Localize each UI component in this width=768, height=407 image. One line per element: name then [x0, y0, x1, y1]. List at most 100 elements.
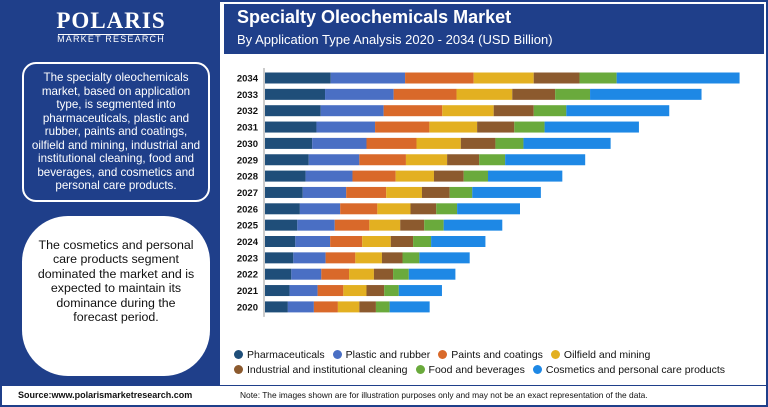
- bar-segment: [373, 268, 394, 280]
- bar-segment: [265, 105, 321, 117]
- source-text: Source:www.polarismarketresearch.com: [18, 390, 193, 400]
- bar-segment: [386, 186, 422, 198]
- bar-segment: [460, 137, 496, 149]
- bar-segment: [514, 121, 545, 133]
- bar-segment: [325, 252, 356, 264]
- chart-header: Specialty Oleochemicals Market By Applic…: [224, 4, 764, 54]
- y-tick-label: 2026: [237, 204, 258, 215]
- bar-segment: [416, 137, 461, 149]
- bar-segment: [337, 301, 360, 313]
- legend-swatch: [332, 350, 342, 359]
- legend-item: Oilfield and mining: [550, 348, 651, 361]
- bar-segment: [295, 236, 331, 247]
- bar-segment: [473, 72, 534, 84]
- bar-segment: [265, 121, 317, 133]
- bar-segment: [393, 88, 457, 100]
- bar-segment: [413, 236, 432, 247]
- bar-segment: [375, 301, 390, 313]
- bar-segment: [359, 301, 376, 313]
- bar-segment: [400, 219, 425, 231]
- bar-segment: [265, 236, 296, 247]
- bar-segment: [346, 186, 387, 198]
- bar-segment: [302, 186, 347, 198]
- y-tick-label: 2028: [237, 172, 258, 183]
- bar-segment: [384, 285, 399, 297]
- bar-segment: [512, 88, 556, 100]
- legend-swatch: [438, 350, 448, 359]
- bar-segment: [405, 154, 448, 166]
- bar-segment: [330, 236, 363, 247]
- legend-swatch: [415, 365, 425, 374]
- bar-segment: [312, 137, 367, 149]
- bar-segment: [493, 105, 534, 117]
- bar-segment: [393, 268, 409, 280]
- bar-segment: [381, 252, 403, 264]
- logo-tagline: MARKET RESEARCH: [57, 34, 165, 44]
- legend-label: Plastic and rubber: [345, 348, 431, 361]
- legend-item: Industrial and institutional cleaning: [234, 364, 408, 376]
- bar-segment: [495, 137, 524, 149]
- summary-box: The specialty oleochemicals market, base…: [22, 62, 210, 202]
- bar-segment: [456, 88, 513, 100]
- legend-label: Cosmetics and personal care products: [545, 363, 726, 376]
- legend-label: Oilfield and mining: [563, 348, 651, 361]
- bar-segment: [389, 301, 430, 313]
- bar-segment: [421, 186, 450, 198]
- legend-label: Food and beverages: [428, 363, 525, 376]
- legend-label: Industrial and institutional cleaning: [247, 363, 408, 376]
- bar-segment: [289, 285, 318, 297]
- bar-segment: [265, 285, 290, 297]
- bar-segment: [436, 203, 458, 215]
- bar-segment: [505, 154, 586, 166]
- bar-segment: [463, 170, 488, 182]
- legend-item: Plastic and rubber: [332, 348, 431, 361]
- bar-segment: [579, 72, 617, 84]
- bar-segment: [265, 203, 300, 215]
- footer: Source:www.polarismarketresearch.com Not…: [2, 385, 766, 405]
- y-tick-label: 2030: [237, 139, 258, 150]
- bar-segment: [533, 72, 580, 84]
- y-tick-label: 2024: [237, 237, 259, 248]
- bar-segment: [265, 88, 326, 100]
- legend-swatch: [532, 365, 542, 374]
- bar-segment: [590, 88, 702, 100]
- bar-segment: [343, 285, 367, 297]
- bar-segment: [265, 252, 294, 264]
- bar-segment: [369, 219, 401, 231]
- bar-segment: [265, 268, 292, 280]
- y-tick-label: 2032: [237, 106, 258, 117]
- chart-subtitle: By Application Type Analysis 2020 - 2034…: [237, 32, 553, 47]
- bar-segment: [297, 219, 335, 231]
- legend-swatch: [550, 350, 560, 359]
- bar-segment: [443, 219, 503, 231]
- legend-swatch: [234, 365, 243, 374]
- chart-legend: Pharmaceuticals Plastic and rubber Paints …: [234, 347, 762, 377]
- bar-segment: [317, 285, 344, 297]
- bar-segment: [375, 121, 430, 133]
- bar-segment: [359, 154, 406, 166]
- bar-segment: [408, 268, 456, 280]
- bar-segment: [308, 154, 360, 166]
- stacked-bar-chart: 2034 2033 2032 2031 2030 2029 2028 2027 2026 2025…: [237, 68, 740, 317]
- bar-segment: [265, 186, 303, 198]
- y-tick-label: 2021: [237, 286, 259, 297]
- logo-divider: [58, 34, 164, 35]
- bar-segment: [320, 105, 384, 117]
- bar-segment: [533, 105, 567, 117]
- bar-segment: [431, 236, 486, 247]
- legend-item: Pharmaceuticals: [234, 349, 325, 361]
- bar-segment: [477, 121, 515, 133]
- bar-segment: [449, 186, 473, 198]
- bar-segment: [472, 186, 541, 198]
- legend-item: Food and beverages: [415, 363, 525, 376]
- note-text: Note: The images shown are for illustrat…: [240, 390, 648, 400]
- bar-segment: [366, 137, 417, 149]
- legend-label: Pharmaceuticals: [247, 348, 325, 361]
- bar-segment: [334, 219, 370, 231]
- bar-segment: [265, 154, 309, 166]
- bar-segment: [265, 301, 288, 313]
- y-tick-label: 2020: [237, 302, 258, 313]
- bar-segment: [523, 137, 611, 149]
- bar-segment: [616, 72, 740, 84]
